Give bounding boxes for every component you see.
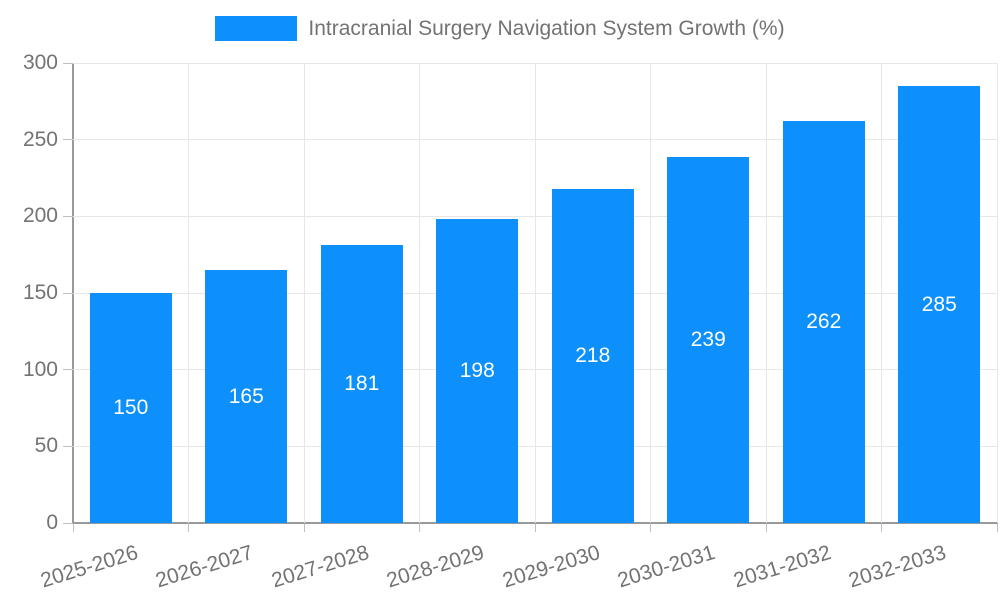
- bar-value-label: 262: [806, 310, 842, 334]
- x-axis-tick: [996, 524, 998, 532]
- x-axis-tick: [881, 524, 882, 532]
- x-axis-line: [72, 522, 998, 524]
- bar-value-label: 165: [228, 384, 264, 408]
- bar-value-label: 285: [921, 292, 957, 316]
- bar[interactable]: 262: [782, 121, 865, 523]
- bar[interactable]: 218: [551, 188, 634, 523]
- x-axis-tick: [650, 524, 651, 532]
- x-axis-tick: [303, 524, 305, 532]
- gridline-vertical: [419, 63, 420, 523]
- y-axis-tick-label: 0: [46, 511, 58, 534]
- gridline-vertical: [534, 63, 536, 523]
- x-axis-tick: [765, 524, 767, 532]
- y-axis-tick: [63, 369, 73, 371]
- y-axis-tick-label: 150: [22, 281, 58, 304]
- x-axis-tick: [72, 524, 74, 532]
- x-axis-tick: [419, 524, 420, 532]
- y-axis-tick: [63, 445, 73, 447]
- bar-value-label: 218: [575, 343, 611, 367]
- gridline-vertical: [303, 63, 305, 523]
- bar[interactable]: 181: [320, 245, 403, 523]
- gridline-vertical: [881, 63, 882, 523]
- y-axis-tick-label: 100: [22, 357, 58, 381]
- y-axis-tick: [63, 522, 73, 524]
- y-axis-tick: [63, 215, 73, 217]
- gridline-vertical: [650, 63, 651, 523]
- y-axis-tick: [63, 62, 73, 64]
- gridline-vertical: [765, 63, 767, 523]
- x-axis-tick: [188, 524, 189, 532]
- gridline-vertical: [188, 63, 189, 523]
- bar[interactable]: 165: [205, 270, 288, 523]
- bar[interactable]: 285: [898, 86, 981, 523]
- bar-value-label: 181: [344, 372, 380, 396]
- y-axis-tick: [63, 292, 73, 294]
- y-axis-tick-label: 300: [22, 51, 58, 74]
- bar[interactable]: 150: [89, 293, 172, 523]
- y-axis-tick-label: 200: [22, 204, 58, 228]
- x-axis-tick: [534, 524, 536, 532]
- y-axis-tick: [63, 139, 73, 141]
- legend-swatch: [215, 16, 298, 41]
- gridline-vertical: [996, 63, 998, 523]
- bar[interactable]: 198: [436, 219, 519, 523]
- legend[interactable]: Intracranial Surgery Navigation System G…: [0, 16, 1000, 41]
- bar-value-label: 150: [113, 396, 149, 419]
- y-axis-tick-label: 250: [22, 127, 58, 151]
- bar[interactable]: 239: [667, 156, 750, 523]
- legend-label: Intracranial Surgery Navigation System G…: [308, 16, 785, 40]
- y-axis-tick-label: 50: [34, 434, 58, 458]
- bar-value-label: 198: [459, 359, 495, 383]
- bar-value-label: 239: [690, 327, 726, 351]
